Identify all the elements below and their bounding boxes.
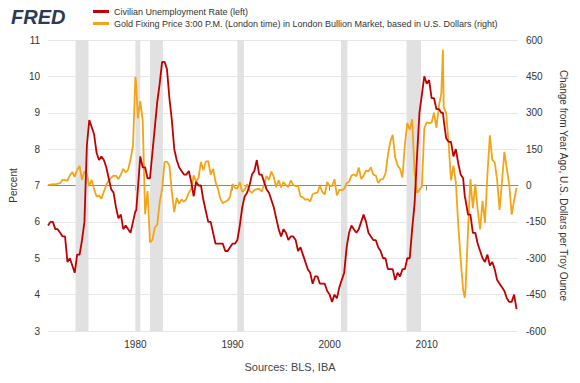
svg-text:-300: -300 bbox=[526, 253, 546, 264]
svg-text:2010: 2010 bbox=[416, 339, 439, 350]
svg-text:1980: 1980 bbox=[124, 339, 147, 350]
svg-text:1990: 1990 bbox=[221, 339, 244, 350]
svg-text:3: 3 bbox=[34, 326, 40, 337]
svg-text:11: 11 bbox=[30, 35, 41, 46]
svg-text:2000: 2000 bbox=[318, 339, 341, 350]
svg-text:6: 6 bbox=[34, 216, 40, 227]
svg-text:600: 600 bbox=[526, 35, 543, 46]
svg-text:-600: -600 bbox=[526, 326, 546, 337]
svg-text:4: 4 bbox=[34, 289, 40, 300]
svg-text:150: 150 bbox=[526, 144, 543, 155]
svg-text:7: 7 bbox=[34, 180, 40, 191]
svg-text:0: 0 bbox=[526, 180, 532, 191]
svg-text:450: 450 bbox=[526, 71, 543, 82]
svg-text:5: 5 bbox=[34, 253, 40, 264]
svg-text:8: 8 bbox=[34, 144, 40, 155]
svg-text:9: 9 bbox=[34, 107, 40, 118]
svg-text:-150: -150 bbox=[526, 216, 546, 227]
svg-text:Sources: BLS, IBA: Sources: BLS, IBA bbox=[244, 361, 336, 373]
svg-text:Civilian Unemployment Rate (le: Civilian Unemployment Rate (left) bbox=[114, 7, 248, 17]
svg-text:Percent: Percent bbox=[8, 168, 19, 203]
svg-text:-450: -450 bbox=[526, 289, 546, 300]
svg-text:Change from Year Ago, U.S. Dol: Change from Year Ago, U.S. Dollars per T… bbox=[558, 70, 569, 302]
svg-text:Gold Fixing Price 3:00 P.M. (L: Gold Fixing Price 3:00 P.M. (London time… bbox=[114, 19, 498, 29]
svg-text:10: 10 bbox=[29, 71, 41, 82]
svg-text:FRED: FRED bbox=[11, 6, 65, 28]
svg-text:300: 300 bbox=[526, 107, 543, 118]
